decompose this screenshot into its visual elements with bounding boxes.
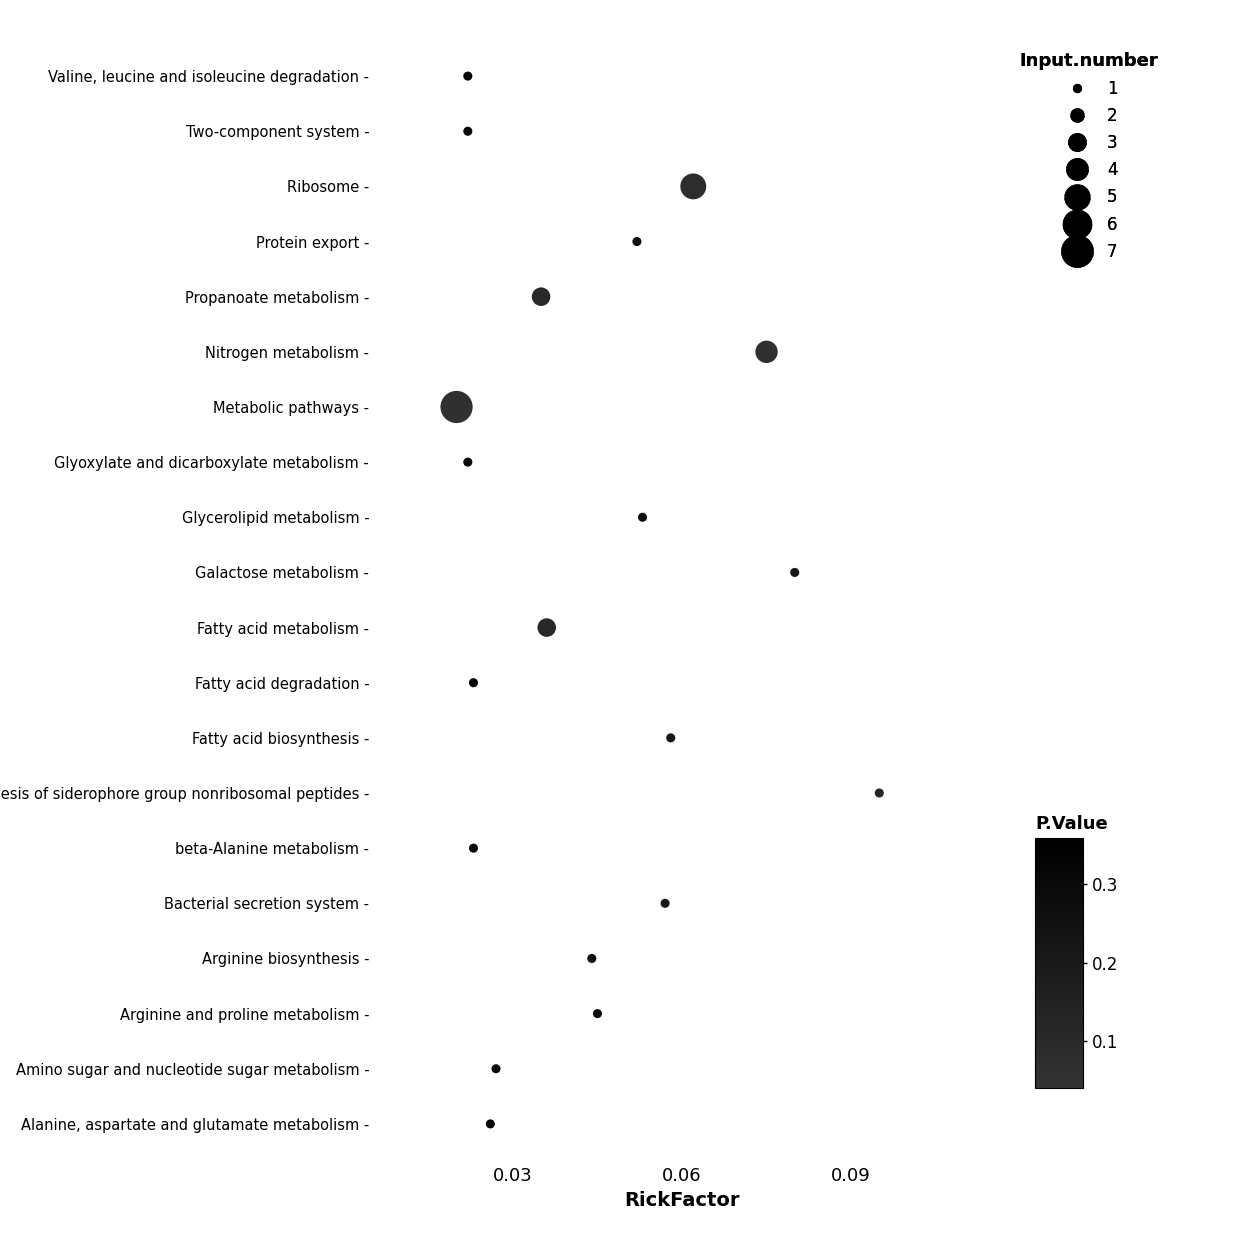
Point [683,176,703,196]
Point [655,894,675,914]
Point [464,672,484,692]
Point [446,398,466,418]
Point [582,949,601,969]
Point [632,508,652,528]
Point [464,839,484,859]
Point [869,782,889,802]
Point [537,618,557,638]
Legend: 1, 2, 3, 4, 5, 6, 7: 1, 2, 3, 4, 5, 6, 7 [1013,46,1164,268]
Point [458,121,477,141]
Point [627,231,647,251]
Point [756,341,776,361]
Point [588,1004,608,1024]
Point [486,1059,506,1079]
Point [458,452,477,472]
Point [785,562,805,582]
Point [531,286,551,306]
Point [458,66,477,86]
Point [661,728,681,748]
Point [480,1114,500,1134]
X-axis label: RickFactor: RickFactor [624,1191,740,1210]
Text: P.Value: P.Value [1035,815,1109,834]
